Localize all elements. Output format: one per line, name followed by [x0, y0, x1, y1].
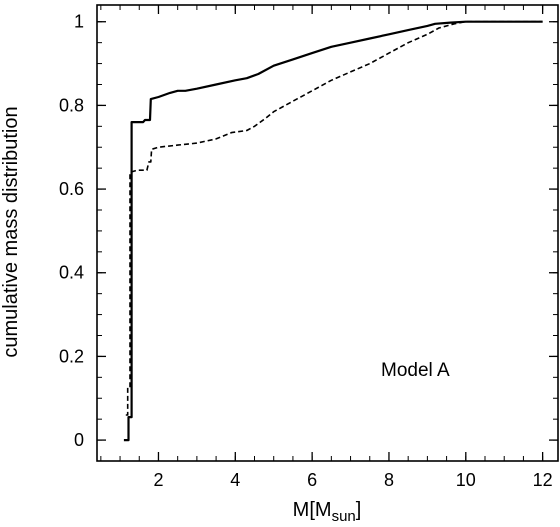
series-line-dashed	[125, 20, 543, 416]
series-line-solid	[123, 20, 543, 442]
x-tick-label: 12	[533, 470, 553, 490]
x-tick-label: 6	[307, 470, 317, 490]
x-tick-label: 4	[230, 470, 240, 490]
y-tick-label: 0	[74, 430, 84, 450]
y-tick-label: 1	[74, 12, 84, 32]
x-axis-title-sub: sun	[332, 508, 356, 525]
model-annotation: Model A	[381, 360, 450, 381]
x-axis-title-main: M[M	[293, 499, 332, 521]
series-layer	[123, 20, 543, 442]
y-axis-title: cumulative mass distribution	[0, 106, 22, 357]
y-tick-label: 0.4	[59, 263, 84, 283]
tick-labels: 2 4 6 8 10 12 0 0.2 0.4 0.6 0.8 1	[59, 12, 553, 490]
x-tick-label: 10	[456, 470, 476, 490]
x-axis-title-close: ]	[356, 499, 362, 521]
y-tick-label: 0.2	[59, 346, 84, 366]
x-axis-title: M[Msun]	[293, 499, 362, 525]
axis-ticks	[97, 5, 558, 462]
y-tick-label: 0.8	[59, 95, 84, 115]
x-tick-label: 8	[384, 470, 394, 490]
y-tick-label: 0.6	[59, 179, 84, 199]
x-tick-label: 2	[153, 470, 163, 490]
plot-frame	[96, 4, 559, 462]
